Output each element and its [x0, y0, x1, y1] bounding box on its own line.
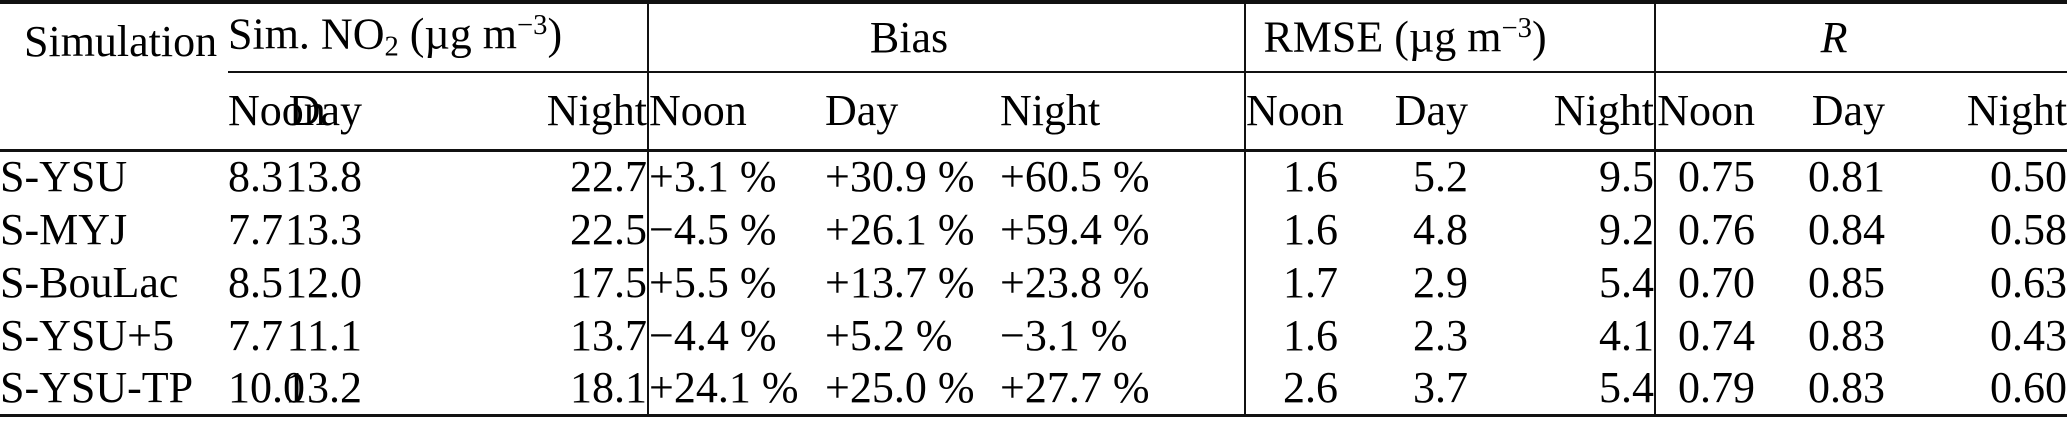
subheader-r-night: Night [1885, 72, 2067, 152]
cell-no2-day: 11.1 [286, 310, 362, 360]
cell-r-noon: 0.75 [1654, 150, 1756, 203]
cell-rmse-noon: 1.6 [1244, 309, 1339, 362]
cell-r-day: 0.83 [1755, 362, 1886, 417]
cell-no2-night: 13.7 [570, 310, 647, 360]
subheader-no2-night: Night [362, 72, 648, 152]
cell-bias-day: +30.9 % [825, 152, 975, 202]
cell-rmse-night: 5.4 [1599, 257, 1655, 307]
cell-bias-night: −3.1 % [1000, 310, 1128, 360]
cell-no2-noon: 7.7 [228, 310, 283, 360]
subheader-r-noon: Noon [1654, 72, 1756, 152]
cell-rmse-night: 4.1 [1599, 310, 1655, 360]
cell-rmse-day: 4.8 [1413, 204, 1469, 254]
cell-rmse-noon: 1.6 [1244, 203, 1339, 256]
cell-r-noon: 0.76 [1654, 203, 1756, 256]
rmse-unit-exponent: −3 [1501, 13, 1532, 45]
cell-bias-noon: +3.1 % [647, 150, 825, 203]
row-label: S-BouLac [0, 257, 179, 307]
cell-no2-noon: 7.7 [228, 204, 283, 254]
cell-bias-noon: +5.5 % [647, 256, 825, 309]
cell-r-noon: 0.70 [1654, 256, 1756, 309]
cell-no2-night: 17.5 [570, 257, 647, 307]
table-row: S-YSU+5 7.7 11.1 13.7 −4.4 % +5.2 % −3.1… [0, 309, 2067, 362]
cell-r-night: 0.60 [1885, 362, 2067, 417]
table-row: S-BouLac 8.5 12.0 17.5 +5.5 % +13.7 % +2… [0, 256, 2067, 309]
no2-statistics-table: Simulation Sim. NO2 (µg m−3) Bias RMSE (… [0, 0, 2067, 417]
subheader-bias-night: Night [1000, 72, 1246, 152]
group-label-r: R [1820, 12, 1848, 62]
cell-no2-noon: 8.5 [228, 257, 283, 307]
cell-rmse-day: 3.7 [1338, 362, 1469, 417]
cell-r-day: 0.84 [1808, 204, 1886, 254]
subheader-bias-day: Day [825, 72, 1000, 152]
group-label-no2-close: ) [547, 9, 563, 59]
cell-no2-day: 13.8 [285, 152, 362, 202]
row-label: S-YSU-TP [0, 362, 228, 417]
column-group-bias: Bias [646, 2, 1246, 73]
cell-r-night: 0.63 [1990, 257, 2067, 307]
cell-bias-noon: −4.5 % [647, 203, 825, 256]
group-label-rmse-pre: RMSE (µg m [1263, 12, 1502, 62]
cell-rmse-night: 5.4 [1468, 362, 1656, 417]
cell-bias-noon: −4.4 % [647, 309, 825, 362]
cell-r-day: 0.85 [1808, 257, 1886, 307]
column-header-simulation: Simulation [0, 2, 228, 152]
cell-r-night: 0.50 [1990, 152, 2067, 202]
cell-r-night: 0.43 [1990, 310, 2067, 360]
cell-no2-night: 18.1 [362, 362, 648, 417]
cell-bias-day: +26.1 % [825, 204, 975, 254]
cell-bias-night: +59.4 % [1000, 204, 1150, 254]
cell-bias-night: +23.8 % [1000, 257, 1150, 307]
subheader-rmse-noon: Noon [1244, 72, 1344, 152]
cell-rmse-noon: 2.6 [1244, 362, 1339, 417]
cell-no2-night: 22.7 [570, 152, 647, 202]
row-label: S-MYJ [0, 204, 128, 254]
cell-rmse-noon: 1.7 [1244, 256, 1339, 309]
no2-unit-exponent: −3 [517, 10, 548, 42]
row-label: S-YSU [0, 152, 128, 202]
cell-r-noon: 0.79 [1654, 362, 1756, 417]
cell-r-night: 0.58 [1990, 204, 2067, 254]
cell-rmse-day: 5.2 [1413, 152, 1469, 202]
row-label: S-YSU+5 [0, 310, 174, 360]
cell-rmse-night: 9.5 [1599, 152, 1655, 202]
column-group-rmse: RMSE (µg m−3) [1244, 2, 1656, 73]
subheader-rmse-day: Day [1338, 72, 1469, 152]
cell-r-day: 0.83 [1808, 310, 1886, 360]
cell-no2-day: 13.2 [270, 362, 362, 417]
cell-no2-day: 12.0 [285, 257, 362, 307]
no2-subscript: 2 [384, 31, 399, 63]
group-label-no2-unit: (µg m [398, 9, 518, 59]
subheader-rmse-night: Night [1468, 72, 1656, 152]
column-group-r: R [1654, 2, 2067, 73]
cell-rmse-night: 9.2 [1599, 204, 1655, 254]
cell-r-noon: 0.74 [1654, 309, 1756, 362]
cell-bias-day: +25.0 % [825, 362, 1000, 417]
subheader-no2-noon: Noon [228, 72, 326, 152]
cell-bias-day: +13.7 % [825, 257, 975, 307]
cell-r-day: 0.81 [1808, 152, 1886, 202]
group-label-rmse-close: ) [1531, 12, 1547, 62]
cell-bias-noon: +24.1 % [647, 362, 825, 417]
cell-no2-day: 13.3 [285, 204, 362, 254]
group-label-bias: Bias [869, 12, 949, 62]
column-group-sim-no2: Sim. NO2 (µg m−3) [228, 2, 648, 73]
cell-no2-noon: 8.3 [228, 152, 283, 202]
subheader-r-day: Day [1755, 72, 1886, 152]
cell-no2-noon: 10.0 [228, 362, 305, 417]
cell-rmse-noon: 1.6 [1244, 150, 1339, 203]
table-row: S-YSU 8.3 13.8 22.7 +3.1 % +30.9 % +60.5… [0, 150, 2067, 203]
cell-rmse-day: 2.9 [1413, 257, 1469, 307]
cell-no2-night: 22.5 [570, 204, 647, 254]
subheader-bias-noon: Noon [647, 72, 825, 152]
group-label-no2-pre: Sim. NO [228, 9, 385, 59]
cell-rmse-day: 2.3 [1413, 310, 1469, 360]
table-row: S-YSU-TP 10.0 13.2 18.1 +24.1 % +25.0 % … [0, 362, 2067, 417]
cell-bias-night: +60.5 % [1000, 152, 1150, 202]
table-row: S-MYJ 7.7 13.3 22.5 −4.5 % +26.1 % +59.4… [0, 203, 2067, 256]
cell-bias-night: +27.7 % [1000, 362, 1246, 417]
cell-bias-day: +5.2 % [825, 310, 953, 360]
subheader-no2-day: Day [270, 72, 362, 152]
